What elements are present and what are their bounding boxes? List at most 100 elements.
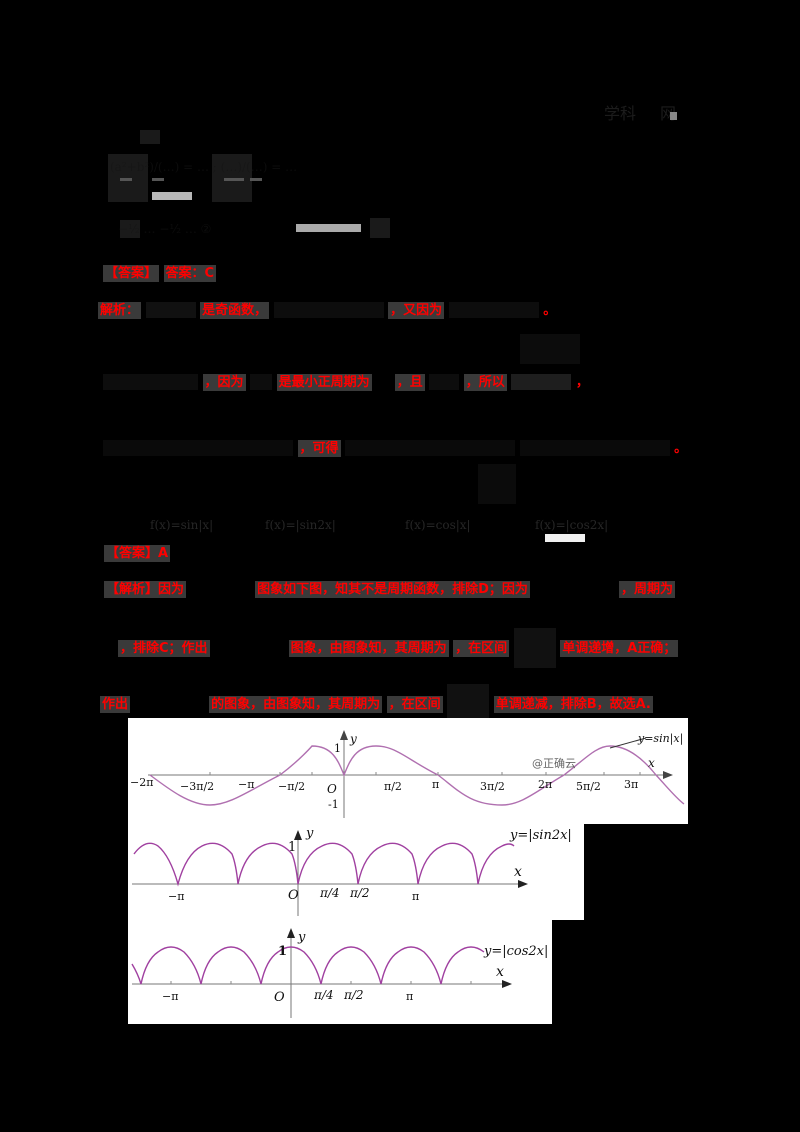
- question-formula-line-1: (a²+b²)/(…) = … ; (…)/(…) = …: [110, 160, 298, 174]
- graph-sin-abs-x: −2π −3π/2 −π −π/2 O π/2 π 3π/2 2π 5π/2 3…: [128, 718, 688, 824]
- origin-label: O: [327, 782, 337, 796]
- analysis-text: ，所以: [463, 374, 507, 391]
- x-tick-label: π: [406, 990, 414, 1003]
- x-tick-label: −π/2: [278, 780, 306, 793]
- interval-formula: [447, 684, 490, 724]
- analysis-text: ，且: [394, 374, 425, 391]
- analysis-text: ，: [575, 375, 589, 390]
- y-tick-label: -1: [328, 798, 339, 811]
- x-tick-label: π/2: [350, 886, 370, 900]
- x-axis-label: x: [648, 756, 655, 770]
- question-formula-line-2: −½ … −½ … ②: [118, 222, 212, 236]
- page-header-marker-left: 学科: [604, 104, 637, 123]
- answer-value: 答案：C: [163, 265, 217, 282]
- y-axis-label: y: [350, 732, 357, 746]
- abs-cos-2x-plot: [131, 928, 512, 1018]
- sin-abs-x-plot: [148, 730, 685, 818]
- fraction-bar: [250, 178, 262, 181]
- inline-formula: [191, 582, 251, 598]
- analysis-text: ，在区间: [453, 639, 510, 657]
- curve-label: y=|cos2x|: [484, 944, 549, 959]
- formula-fragment: [478, 464, 516, 504]
- second-answer-label: 【答案】A: [104, 545, 171, 562]
- header-mark-bar: [670, 112, 677, 120]
- interval-formula: [513, 628, 556, 668]
- graph-abs-cos-2x: −π O π/4 π/2 π 1 y x y=|cos2x|: [128, 920, 552, 1024]
- analysis-line-1: 解析： 是奇函数， ，又因为 。: [98, 302, 556, 319]
- analysis-text: ，因为: [202, 374, 246, 391]
- highlight-bar: [296, 224, 361, 232]
- watermark: @正确云: [532, 757, 576, 770]
- fraction-bar: [152, 178, 164, 181]
- x-tick-label: −π: [238, 778, 255, 791]
- fraction-bar: [120, 178, 132, 181]
- x-tick-label: π/4: [314, 988, 334, 1002]
- x-tick-label: π/2: [344, 988, 364, 1002]
- inline-formula: [534, 582, 614, 598]
- second-analysis-line-1: 【解析】因为 图象如下图，知其不是周期函数，排除D；因为 ，周期为: [104, 581, 675, 598]
- analysis-text: 是最小正周期为: [276, 374, 372, 391]
- analysis-fraction: [520, 334, 580, 364]
- analysis-text: 图象如下图，知其不是周期函数，排除D；因为: [255, 581, 530, 598]
- analysis-text: 。: [674, 441, 688, 456]
- inline-formula: [511, 374, 572, 390]
- inline-formula: [135, 697, 205, 713]
- inline-formula: [273, 302, 384, 318]
- curve-label: y=|sin2x|: [510, 828, 572, 843]
- x-tick-label: −3π/2: [180, 780, 215, 793]
- y-axis-label: y: [298, 930, 306, 945]
- y-tick-label: 1: [278, 944, 288, 959]
- function-formula: f(x)=sin|x|: [150, 518, 214, 532]
- formula-fragment: [140, 130, 160, 144]
- y-tick-label: 1: [288, 840, 297, 855]
- formula-fragment: [370, 218, 390, 238]
- fraction-bar: [224, 178, 244, 181]
- analysis-line-3: ，可得 。: [103, 440, 687, 457]
- second-analysis-line-2: ，排除C；作出 图象，由图象知，其周期为 ，在区间 单调递增，A正确；: [118, 628, 679, 668]
- x-tick-label: 3π/2: [480, 780, 505, 793]
- function-formula: f(x)=|cos2x|: [535, 518, 609, 532]
- x-tick-label: −π: [168, 890, 185, 903]
- label-pointer-line: [609, 737, 647, 749]
- y-tick-label: 1: [334, 742, 341, 755]
- inline-formula: [345, 440, 516, 456]
- analysis-line-2: ，因为 是最小正周期为 ，且 ，所以 ，: [103, 374, 589, 391]
- x-tick-label: 2π: [538, 778, 553, 791]
- function-formula: f(x)=|sin2x|: [265, 518, 336, 532]
- analysis-text: ，排除C；作出: [118, 639, 210, 657]
- analysis-text: ，又因为: [388, 302, 445, 319]
- abs-sin-2x-plot: [132, 830, 528, 916]
- x-tick-label: −2π: [130, 776, 154, 789]
- x-tick-label: π: [432, 778, 440, 791]
- inline-formula: [103, 374, 198, 390]
- inline-formula: [429, 374, 460, 390]
- analysis-text: 图象，由图象知，其周期为: [288, 639, 449, 657]
- origin-label: O: [274, 990, 285, 1005]
- curve-label: y=sin|x|: [638, 732, 684, 745]
- answer-line: 【答案】 答案：C: [103, 265, 217, 282]
- x-axis-label: x: [496, 964, 504, 980]
- inline-formula: [145, 302, 196, 318]
- analysis-text: 【解析】因为: [104, 581, 187, 598]
- graph-abs-sin-2x: −π O π/4 π/2 π 1 y x y=|sin2x|: [128, 824, 584, 920]
- x-tick-label: π/4: [320, 886, 340, 900]
- analysis-text: ，在区间: [386, 695, 443, 713]
- analysis-text: 单调递减，排除B，故选A.: [493, 695, 653, 713]
- answer-label: 【答案】: [103, 265, 160, 282]
- function-formula-row: f(x)=sin|x| f(x)=|sin2x| f(x)=cos|x| f(x…: [150, 518, 640, 542]
- analysis-text: ，可得: [297, 440, 341, 457]
- highlight-bar: [545, 534, 585, 542]
- x-tick-label: π/2: [384, 780, 402, 793]
- x-tick-label: −π: [162, 990, 179, 1003]
- analysis-text: 作出: [100, 695, 131, 713]
- x-tick-label: π: [412, 890, 420, 903]
- inline-formula: [448, 302, 539, 318]
- analysis-prefix: 解析：: [98, 302, 142, 319]
- analysis-text: 。: [543, 303, 557, 318]
- inline-formula: [214, 641, 284, 657]
- highlight-bar: [152, 192, 192, 200]
- analysis-text: 是奇函数，: [200, 302, 270, 319]
- analysis-text: ，周期为: [618, 581, 675, 598]
- answer-label: 【答案】A: [104, 545, 171, 562]
- formula-fragment: [120, 220, 140, 238]
